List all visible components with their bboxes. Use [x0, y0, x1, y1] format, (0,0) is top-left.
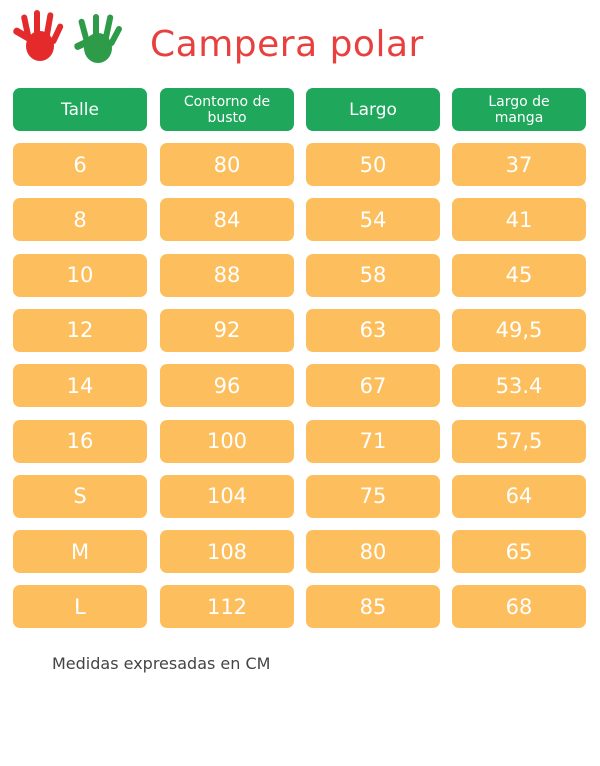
table-cell: 12 — [13, 308, 147, 352]
handprints — [13, 10, 122, 63]
header-cell: Contorno de busto — [160, 88, 294, 131]
table-cell: 85 — [306, 585, 440, 629]
table-cell: 49,5 — [452, 308, 586, 352]
table-cell: 58 — [306, 253, 440, 297]
footer-note: Medidas expresadas en CM — [52, 654, 271, 673]
title: Campera polar — [150, 24, 424, 65]
table-cell: L — [13, 585, 147, 629]
table-cell: 41 — [452, 198, 586, 242]
table-cell: 112 — [160, 585, 294, 629]
table-cell: 100 — [160, 419, 294, 463]
header-cell: Largo de manga — [452, 88, 586, 131]
table-cell: 71 — [306, 419, 440, 463]
table-cell: 92 — [160, 308, 294, 352]
table-cell: 80 — [306, 530, 440, 574]
table-cell: 96 — [160, 364, 294, 408]
table-cell: 108 — [160, 530, 294, 574]
table-cell: 68 — [452, 585, 586, 629]
table-cell: 8 — [13, 198, 147, 242]
table-cell: 14 — [13, 364, 147, 408]
table-cell: 75 — [306, 474, 440, 518]
table-cell: 67 — [306, 364, 440, 408]
header-cell: Talle — [13, 88, 147, 131]
table-cell: 88 — [160, 253, 294, 297]
table-cell: M — [13, 530, 147, 574]
table-cell: 64 — [452, 474, 586, 518]
table-cell: 104 — [160, 474, 294, 518]
table-cell: 80 — [160, 143, 294, 186]
green-hand — [74, 14, 122, 63]
table-cell: 16 — [13, 419, 147, 463]
table-cell: 65 — [452, 530, 586, 574]
table-cell: 84 — [160, 198, 294, 242]
table-cell: 37 — [452, 143, 586, 186]
table-cell: 53.4 — [452, 364, 586, 408]
table-cell: 6 — [13, 143, 147, 186]
header-cell: Largo — [306, 88, 440, 131]
table-cell: 10 — [13, 253, 147, 297]
table-cell: 63 — [306, 308, 440, 352]
table-cell: S — [13, 474, 147, 518]
table-cell: 50 — [306, 143, 440, 186]
table-cell: 54 — [306, 198, 440, 242]
red-hand — [13, 10, 64, 61]
table-cell: 57,5 — [452, 419, 586, 463]
table-cell: 45 — [452, 253, 586, 297]
